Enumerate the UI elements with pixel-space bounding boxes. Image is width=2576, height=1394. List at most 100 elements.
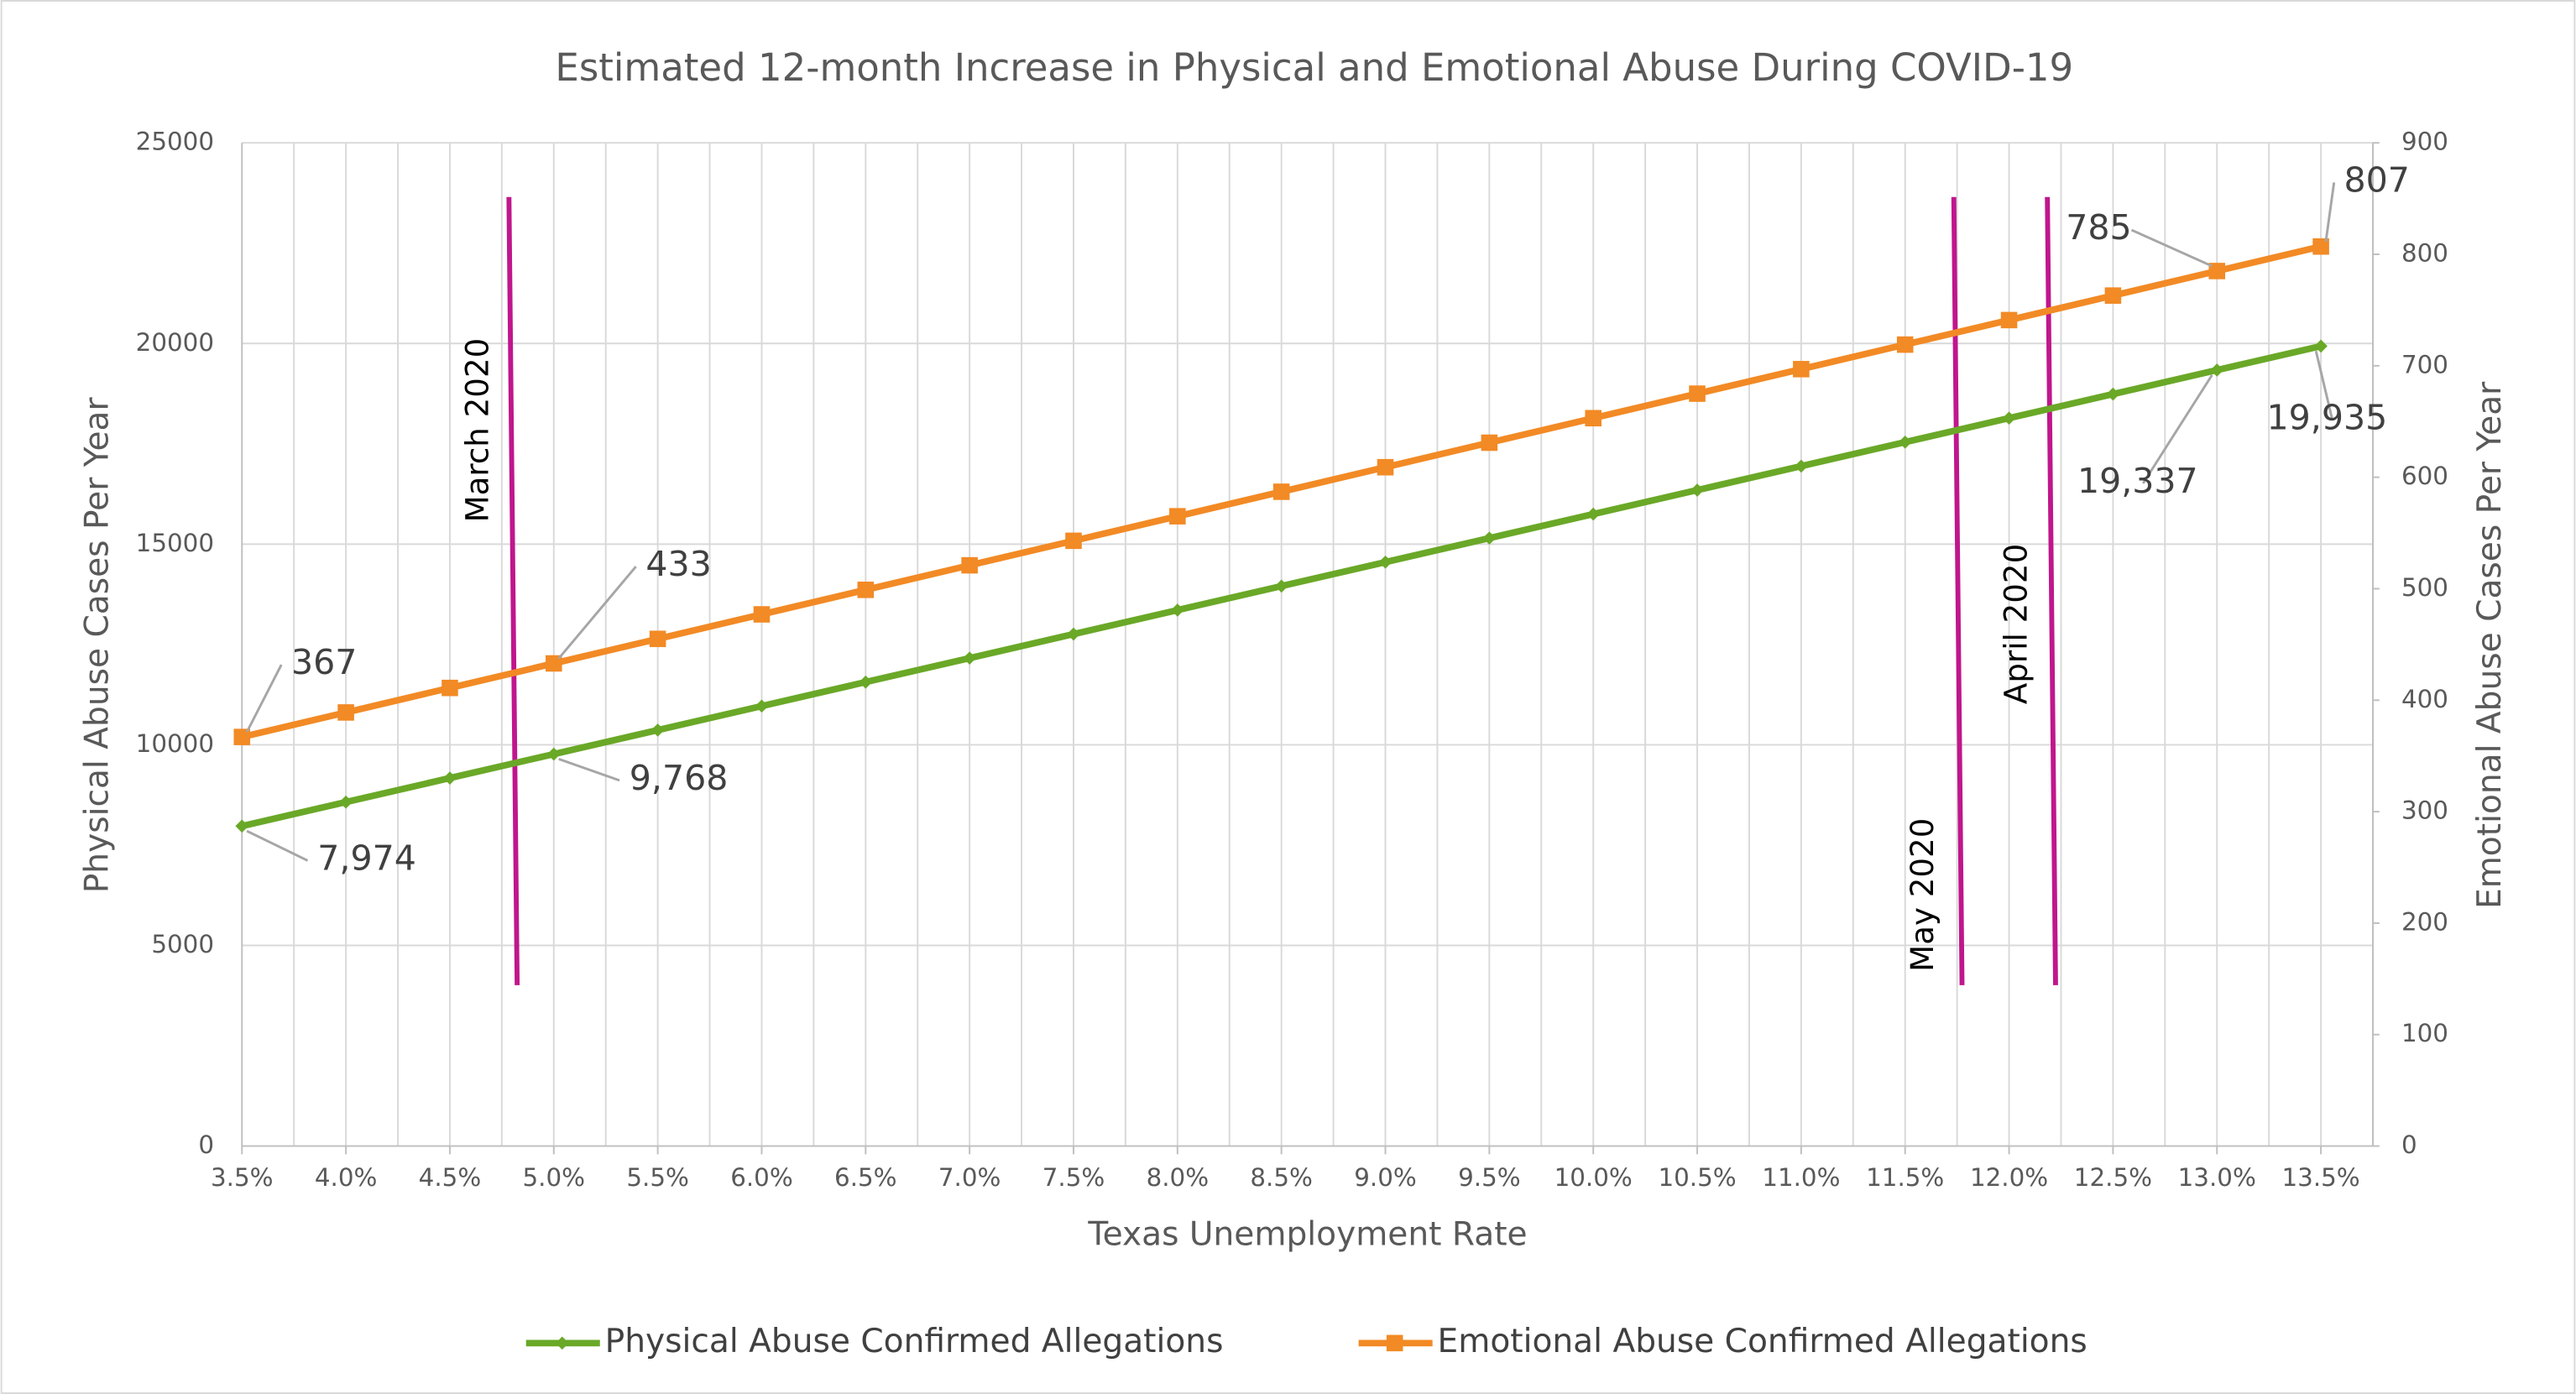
annotation-line xyxy=(506,196,520,985)
data-label: 433 xyxy=(645,544,711,584)
leader-line xyxy=(2314,350,2334,420)
y2-tick-label: 300 xyxy=(2401,796,2448,825)
marker xyxy=(2314,339,2328,353)
x-tick-label: 11.0% xyxy=(1762,1163,1840,1192)
marker xyxy=(755,699,769,713)
x-tick-label: 6.0% xyxy=(730,1163,793,1192)
x-tick-label: 8.0% xyxy=(1147,1163,1210,1192)
marker xyxy=(1690,483,1704,497)
y2-tick-label: 700 xyxy=(2401,350,2448,379)
data-label: 19,935 xyxy=(2267,397,2388,437)
x-tick-label: 5.5% xyxy=(626,1163,689,1192)
x-tick-label: 4.0% xyxy=(315,1163,378,1192)
data-label: 19,337 xyxy=(2077,461,2198,501)
x-tick-label: 12.0% xyxy=(1970,1163,2048,1192)
marker xyxy=(753,606,771,623)
marker xyxy=(337,704,354,721)
y-tick-label: 5000 xyxy=(151,930,214,958)
marker xyxy=(2312,238,2329,255)
y-tick-label: 25000 xyxy=(136,128,214,156)
marker xyxy=(235,819,249,833)
marker xyxy=(963,651,976,665)
y2-tick-label: 900 xyxy=(2401,128,2448,156)
leader-line xyxy=(557,566,637,660)
leader-line xyxy=(246,829,309,862)
leader-line xyxy=(2141,374,2213,484)
y2-tick-label: 500 xyxy=(2401,573,2448,602)
marker xyxy=(1378,555,1393,569)
marker xyxy=(1689,385,1706,402)
marker xyxy=(2210,363,2224,377)
x-tick-label: 8.5% xyxy=(1250,1163,1313,1192)
marker xyxy=(1067,627,1080,641)
annotation-line xyxy=(1951,196,1965,985)
marker xyxy=(443,771,457,785)
marker xyxy=(1377,458,1394,476)
marker xyxy=(2208,263,2226,279)
marker xyxy=(1272,483,1290,500)
y-tick-label: 0 xyxy=(198,1130,214,1159)
annotation-line xyxy=(2045,196,2058,985)
marker xyxy=(651,723,665,737)
x-axis-title: Texas Unemployment Rate xyxy=(1087,1216,1527,1254)
leader-line xyxy=(2130,228,2213,268)
y-tick-label: 20000 xyxy=(136,328,214,357)
y2-axis-title: Emotional Abuse Cases Per Year xyxy=(2471,381,2509,909)
annotation-text: March 2020 xyxy=(459,338,496,523)
marker xyxy=(1169,508,1186,525)
marker xyxy=(442,679,458,697)
marker xyxy=(961,556,978,574)
marker xyxy=(1481,434,1498,452)
y-tick-label: 10000 xyxy=(136,729,214,758)
marker xyxy=(2000,311,2018,329)
legend-label: Physical Abuse Confirmed Allegations xyxy=(605,1323,1224,1360)
chart-title: Estimated 12-month Increase in Physical … xyxy=(555,45,2073,90)
y2-tick-label: 600 xyxy=(2401,462,2448,490)
marker xyxy=(1274,579,1288,593)
data-label: 9,768 xyxy=(630,758,729,798)
x-tick-label: 7.0% xyxy=(938,1163,1001,1192)
marker xyxy=(859,675,873,689)
x-tick-label: 9.0% xyxy=(1354,1163,1417,1192)
data-label: 807 xyxy=(2343,159,2409,200)
x-tick-label: 13.0% xyxy=(2178,1163,2256,1192)
marker xyxy=(233,728,251,745)
marker xyxy=(2104,287,2122,304)
x-tick-label: 3.5% xyxy=(211,1163,274,1192)
leader-line xyxy=(558,758,620,782)
marker xyxy=(2002,411,2016,426)
marker xyxy=(546,747,561,761)
x-tick-label: 12.5% xyxy=(2074,1163,2152,1192)
x-tick-label: 9.5% xyxy=(1458,1163,1521,1192)
y2-tick-label: 0 xyxy=(2401,1130,2417,1159)
x-tick-label: 10.5% xyxy=(1658,1163,1736,1192)
y2-tick-label: 400 xyxy=(2401,685,2448,713)
marker xyxy=(339,795,353,809)
y2-tick-label: 100 xyxy=(2401,1019,2448,1047)
x-tick-label: 6.5% xyxy=(834,1163,897,1192)
marker xyxy=(2106,387,2120,401)
annotation-text: May 2020 xyxy=(1904,818,1941,972)
x-tick-label: 5.0% xyxy=(523,1163,586,1192)
marker xyxy=(857,582,875,598)
data-label: 367 xyxy=(291,642,357,682)
x-tick-label: 4.5% xyxy=(419,1163,482,1192)
legend-marker xyxy=(1386,1334,1403,1352)
marker xyxy=(1896,336,1914,353)
y-tick-label: 15000 xyxy=(136,529,214,557)
marker xyxy=(1171,603,1184,617)
legend-marker xyxy=(555,1336,569,1350)
marker xyxy=(1065,532,1082,550)
legend-label: Emotional Abuse Confirmed Allegations xyxy=(1438,1323,2087,1360)
leader-line xyxy=(245,664,283,733)
x-tick-label: 13.5% xyxy=(2282,1163,2360,1192)
y2-tick-label: 800 xyxy=(2401,239,2448,268)
data-label: 785 xyxy=(2066,207,2131,248)
leader-line xyxy=(2324,182,2336,243)
marker xyxy=(649,630,666,648)
marker xyxy=(546,655,562,672)
marker xyxy=(1585,410,1602,427)
